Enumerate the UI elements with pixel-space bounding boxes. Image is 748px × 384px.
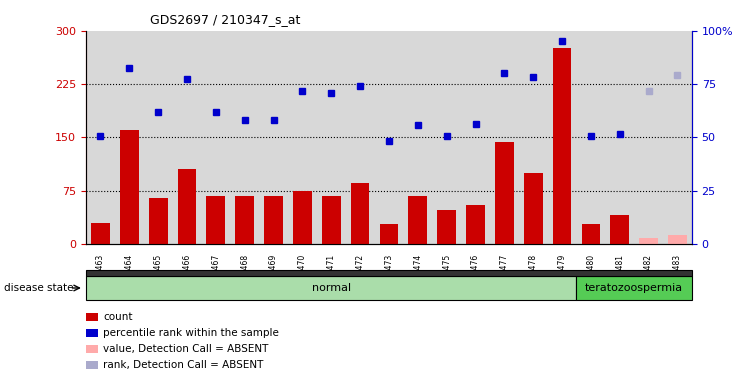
Text: teratozoospermia: teratozoospermia xyxy=(585,283,683,293)
Text: rank, Detection Call = ABSENT: rank, Detection Call = ABSENT xyxy=(103,360,263,370)
Bar xyxy=(408,195,427,244)
Bar xyxy=(524,173,542,244)
Bar xyxy=(438,210,456,244)
Bar xyxy=(610,215,629,244)
Bar xyxy=(322,195,340,244)
Bar xyxy=(640,238,658,244)
Bar xyxy=(495,142,514,244)
Bar xyxy=(206,195,225,244)
Bar xyxy=(553,48,571,244)
Text: disease state: disease state xyxy=(4,283,73,293)
Bar xyxy=(293,190,312,244)
Bar xyxy=(91,223,110,244)
Text: percentile rank within the sample: percentile rank within the sample xyxy=(103,328,279,338)
Bar xyxy=(351,184,370,244)
Bar xyxy=(264,196,283,244)
Bar xyxy=(466,205,485,244)
Bar xyxy=(177,169,197,244)
Bar xyxy=(379,224,399,244)
Text: value, Detection Call = ABSENT: value, Detection Call = ABSENT xyxy=(103,344,269,354)
Text: count: count xyxy=(103,312,132,322)
Bar xyxy=(236,196,254,244)
Bar xyxy=(149,198,168,244)
Bar xyxy=(581,224,601,244)
Text: GDS2697 / 210347_s_at: GDS2697 / 210347_s_at xyxy=(150,13,300,26)
Text: normal: normal xyxy=(312,283,351,293)
Bar xyxy=(668,235,687,244)
Bar xyxy=(120,130,138,244)
